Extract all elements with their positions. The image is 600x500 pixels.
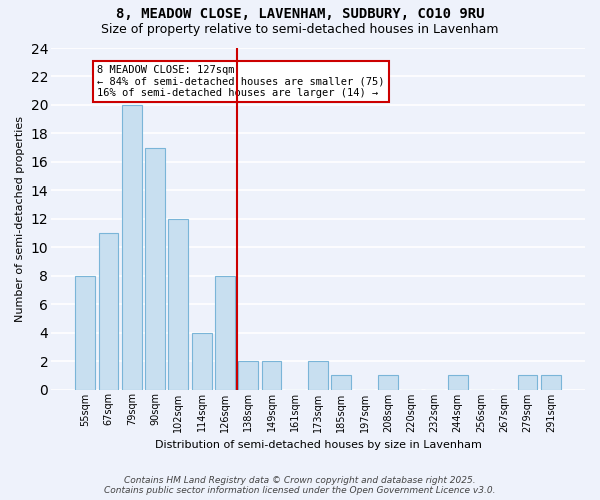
Bar bbox=[169, 219, 188, 390]
Text: Size of property relative to semi-detached houses in Lavenham: Size of property relative to semi-detach… bbox=[101, 22, 499, 36]
Bar bbox=[192, 332, 212, 390]
Text: Contains HM Land Registry data © Crown copyright and database right 2025.
Contai: Contains HM Land Registry data © Crown c… bbox=[104, 476, 496, 495]
X-axis label: Distribution of semi-detached houses by size in Lavenham: Distribution of semi-detached houses by … bbox=[155, 440, 481, 450]
Bar bbox=[378, 376, 398, 390]
Bar bbox=[145, 148, 165, 390]
Bar bbox=[331, 376, 351, 390]
Bar bbox=[215, 276, 235, 390]
Bar bbox=[308, 361, 328, 390]
Text: 8, MEADOW CLOSE, LAVENHAM, SUDBURY, CO10 9RU: 8, MEADOW CLOSE, LAVENHAM, SUDBURY, CO10… bbox=[116, 8, 484, 22]
Bar bbox=[122, 105, 142, 390]
Bar bbox=[238, 361, 258, 390]
Bar bbox=[76, 276, 95, 390]
Bar bbox=[518, 376, 538, 390]
Bar bbox=[98, 233, 118, 390]
Text: 8 MEADOW CLOSE: 127sqm
← 84% of semi-detached houses are smaller (75)
16% of sem: 8 MEADOW CLOSE: 127sqm ← 84% of semi-det… bbox=[97, 65, 385, 98]
Y-axis label: Number of semi-detached properties: Number of semi-detached properties bbox=[15, 116, 25, 322]
Bar bbox=[541, 376, 561, 390]
Bar bbox=[262, 361, 281, 390]
Bar bbox=[448, 376, 467, 390]
